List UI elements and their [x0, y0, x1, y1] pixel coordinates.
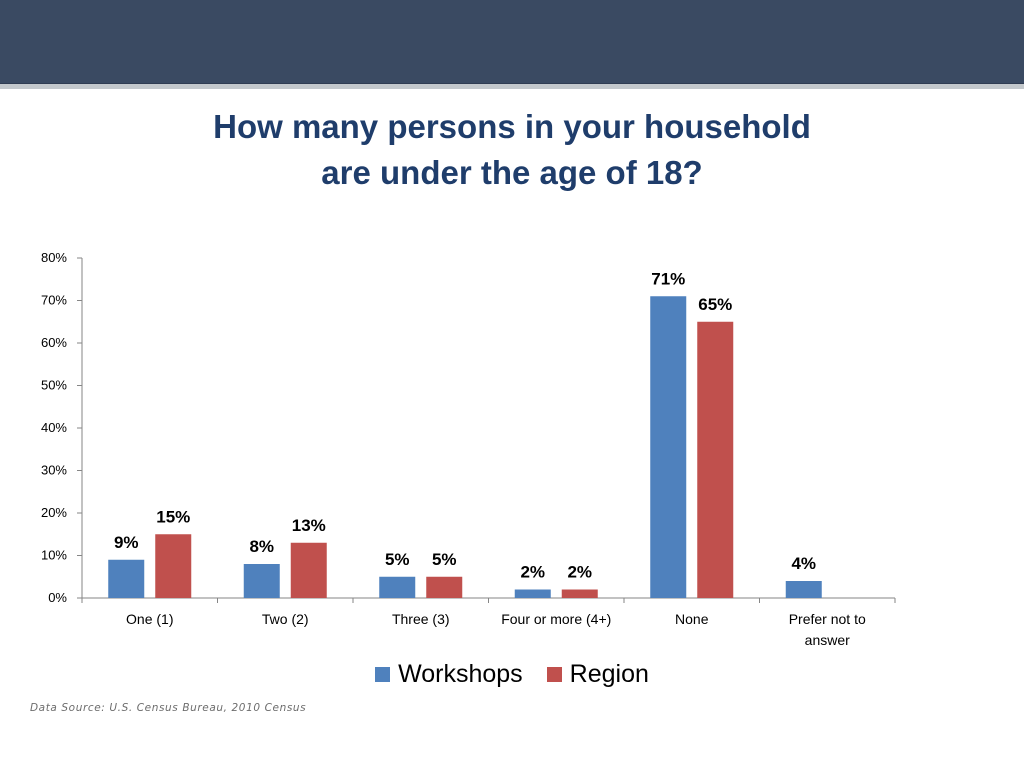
header-band	[0, 0, 1024, 84]
data-label-workshops: 5%	[385, 550, 410, 569]
data-label-region: 2%	[567, 563, 592, 582]
bar-workshops	[650, 296, 687, 598]
y-tick-label: 60%	[41, 335, 67, 350]
data-label-workshops: 71%	[651, 269, 685, 288]
legend-label-workshops: Workshops	[398, 660, 523, 688]
x-tick-label: One (1)	[126, 611, 173, 627]
data-label-region: 13%	[292, 516, 326, 535]
legend-label-region: Region	[569, 660, 649, 688]
y-tick-label: 80%	[41, 250, 67, 265]
y-tick-label: 50%	[41, 378, 67, 393]
data-label-workshops: 9%	[114, 533, 139, 552]
chart-title-line-1: How many persons in your household	[213, 108, 811, 145]
x-tick-label: Two (2)	[262, 611, 309, 627]
y-tick-label: 0%	[48, 590, 67, 605]
bar-workshops	[243, 564, 280, 598]
bar-workshops	[785, 581, 822, 598]
data-label-workshops: 4%	[791, 554, 816, 573]
bar-workshops	[108, 559, 145, 598]
bar-region	[155, 534, 192, 598]
data-label-region: 5%	[432, 550, 457, 569]
bar-region	[697, 321, 734, 598]
chart-title-line-2: are under the age of 18?	[321, 154, 703, 191]
x-tick-label: None	[675, 611, 709, 627]
data-label-workshops: 8%	[249, 537, 274, 556]
legend-item-region: Region	[546, 660, 649, 689]
y-tick-label: 30%	[41, 463, 67, 478]
data-label-region: 15%	[156, 507, 190, 526]
legend-swatch-workshops	[375, 667, 391, 682]
data-label-region: 65%	[698, 295, 732, 314]
bar-region	[290, 542, 327, 598]
bar-region	[561, 589, 598, 598]
bar-region	[426, 576, 463, 598]
chart-legend: Workshops Region	[0, 660, 1024, 689]
y-tick-label: 20%	[41, 505, 67, 520]
y-tick-label: 40%	[41, 420, 67, 435]
legend-swatch-region	[546, 667, 562, 682]
y-tick-label: 10%	[41, 548, 67, 563]
x-tick-label: answer	[805, 632, 850, 648]
legend-item-workshops: Workshops	[375, 660, 523, 689]
x-tick-label: Three (3)	[392, 611, 450, 627]
bar-workshops	[514, 589, 551, 598]
bar-workshops	[379, 576, 416, 598]
x-tick-label: Four or more (4+)	[501, 611, 611, 627]
x-tick-label: Prefer not to	[789, 611, 866, 627]
data-source-note: Data Source: U.S. Census Bureau, 2010 Ce…	[30, 702, 307, 714]
header-divider	[0, 84, 1024, 89]
chart-title: How many persons in your household are u…	[0, 104, 1024, 196]
y-tick-label: 70%	[41, 293, 67, 308]
data-label-workshops: 2%	[520, 563, 545, 582]
